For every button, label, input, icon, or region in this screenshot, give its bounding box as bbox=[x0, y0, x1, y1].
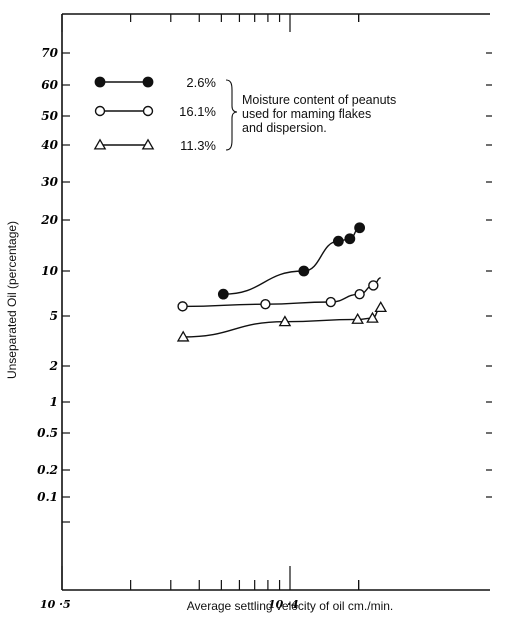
y-axis-title: Unseparated Oil (percentage) bbox=[5, 221, 19, 379]
y-tick-label: 0.1 bbox=[37, 490, 58, 504]
data-point bbox=[217, 288, 229, 300]
series-1 bbox=[177, 277, 381, 312]
legend-marker bbox=[141, 138, 155, 150]
data-point bbox=[325, 296, 337, 308]
data-point bbox=[298, 265, 310, 277]
legend-note-line: used for maming flakes bbox=[242, 107, 371, 121]
legend-marker bbox=[94, 105, 106, 117]
legend-marker bbox=[142, 76, 154, 88]
y-tick-label: 0.2 bbox=[37, 463, 58, 477]
y-tick-label: 30 bbox=[41, 175, 58, 189]
data-point bbox=[278, 315, 292, 327]
y-tick-label: 1 bbox=[50, 395, 58, 409]
x-tick-label: 10 ·5 bbox=[40, 598, 71, 611]
y-tick-label: 50 bbox=[41, 109, 58, 123]
data-point bbox=[332, 235, 344, 247]
data-point bbox=[176, 330, 190, 342]
y-tick-label: 60 bbox=[41, 78, 58, 92]
y-tick-label: 0.5 bbox=[37, 426, 58, 440]
legend-marker bbox=[93, 138, 107, 150]
x-tick-label: 10 ·4 bbox=[268, 598, 299, 611]
y-tick-label: 2 bbox=[49, 359, 58, 373]
y-tick-label: 20 bbox=[40, 213, 58, 227]
legend-label: 16.1% bbox=[179, 104, 216, 119]
legend-marker bbox=[94, 76, 106, 88]
y-tick-label: 40 bbox=[41, 138, 58, 152]
series-2 bbox=[176, 300, 388, 342]
legend-marker bbox=[142, 105, 154, 117]
series-0 bbox=[217, 222, 366, 300]
data-point bbox=[344, 233, 356, 245]
legend-note-line: and dispersion. bbox=[242, 121, 327, 135]
data-point bbox=[368, 280, 379, 291]
legend-note-line: Moisture content of peanuts bbox=[242, 93, 396, 107]
data-point bbox=[354, 222, 366, 234]
y-tick-label: 5 bbox=[50, 309, 58, 323]
series-line bbox=[182, 277, 381, 308]
legend-label: 2.6% bbox=[186, 75, 216, 90]
data-point bbox=[354, 288, 365, 300]
data-point bbox=[177, 301, 188, 312]
data-point bbox=[260, 298, 271, 310]
legend-label: 11.3% bbox=[180, 138, 216, 153]
legend-brace bbox=[225, 79, 238, 151]
data-point bbox=[374, 300, 388, 313]
x-axis-title: Average settling velocity of oil cm./min… bbox=[187, 599, 394, 613]
data-point bbox=[351, 312, 364, 324]
data-point bbox=[366, 311, 379, 323]
y-tick-label: 70 bbox=[41, 46, 58, 60]
y-tick-label: 10 bbox=[41, 264, 58, 278]
